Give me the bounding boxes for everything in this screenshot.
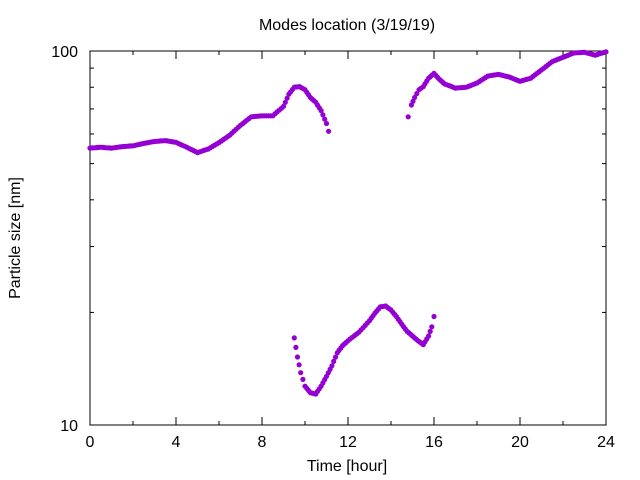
data-point: [280, 103, 287, 109]
y-tick-label: 10: [60, 418, 78, 435]
y-tick-label: 100: [51, 44, 78, 61]
data-point: [326, 128, 332, 134]
data-point: [291, 335, 297, 341]
data-point: [405, 114, 411, 120]
data-point: [603, 49, 609, 55]
x-tick-label: 12: [339, 434, 357, 451]
data-point: [331, 358, 337, 364]
data-point: [284, 95, 290, 101]
data-point: [412, 94, 418, 101]
data-point: [300, 376, 306, 382]
data-point: [329, 363, 335, 369]
data-point: [426, 333, 432, 339]
data-point: [322, 116, 328, 122]
x-axis-title: Time [hour]: [307, 458, 387, 475]
axis-tick-labels: 0 4 8 12 16 20 24 10 100: [51, 44, 615, 451]
data-point: [414, 91, 420, 97]
x-tick-label: 24: [597, 434, 615, 451]
x-tick-label: 8: [258, 434, 267, 451]
data-point: [431, 313, 437, 320]
data-point: [298, 370, 304, 376]
data-point: [332, 354, 339, 360]
plot-frame: [89, 50, 607, 426]
x-tick-label: 4: [172, 434, 181, 451]
data-point: [427, 328, 433, 334]
x-tick-label: 20: [511, 434, 529, 451]
x-tick-label: 0: [86, 434, 95, 451]
y-axis-title: Particle size [nm]: [7, 177, 24, 299]
axis-ticks: [89, 50, 607, 426]
data-point: [296, 362, 302, 368]
data-point: [429, 324, 435, 330]
x-tick-label: 16: [425, 434, 443, 451]
data-point: [318, 108, 324, 114]
data-point: [320, 112, 326, 118]
data-point: [282, 99, 288, 105]
data-point: [294, 354, 301, 360]
data-point: [293, 344, 299, 350]
data-point: [323, 120, 330, 127]
chart-title: Modes location (3/19/19): [259, 17, 435, 34]
data-points: [87, 49, 609, 397]
